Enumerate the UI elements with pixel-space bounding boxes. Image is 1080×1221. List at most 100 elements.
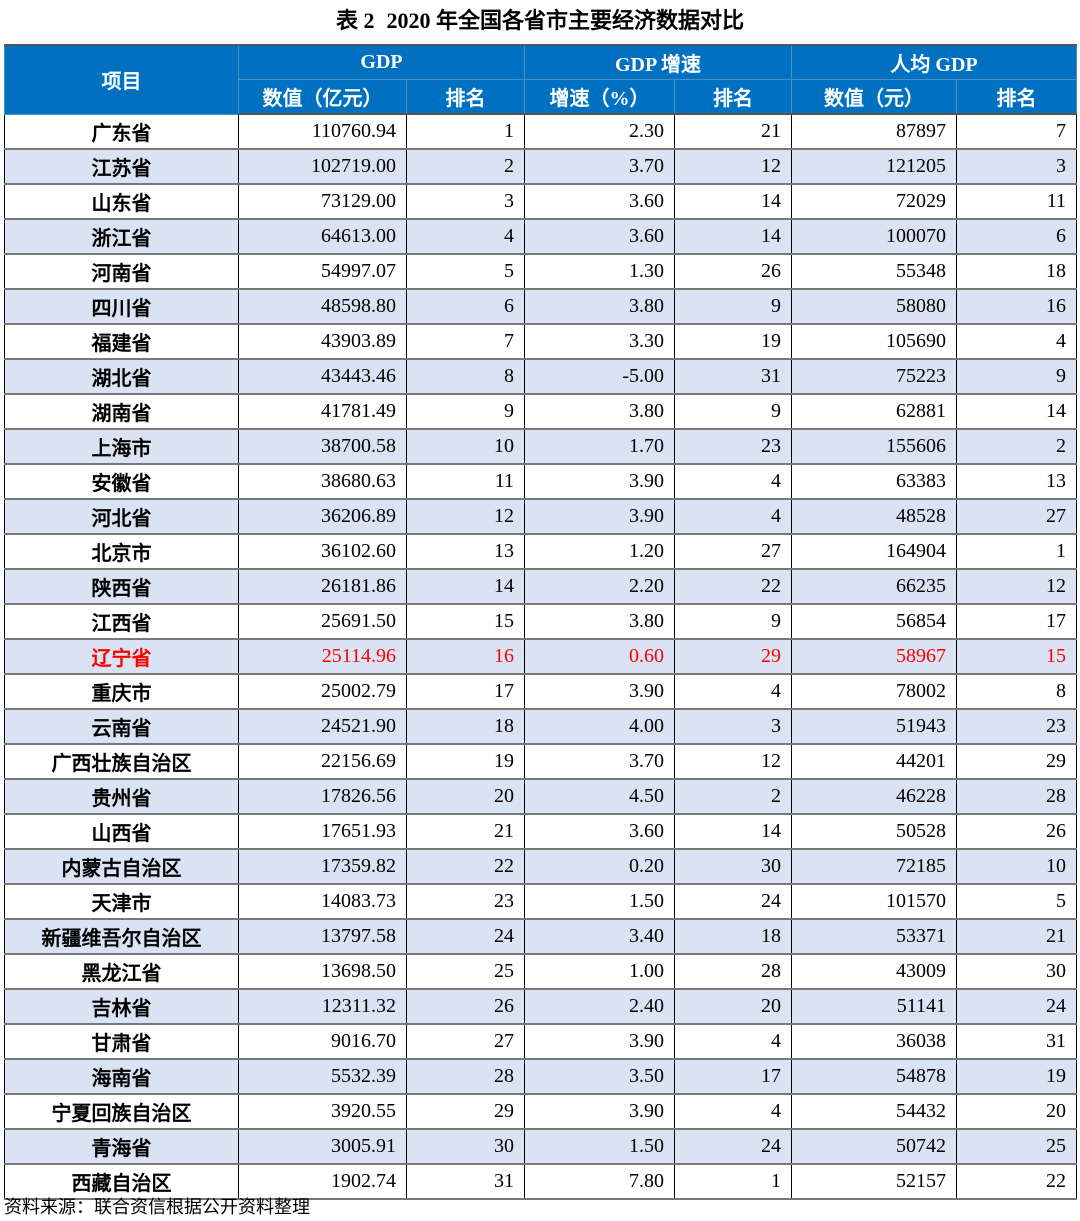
- growth-rank: 12: [674, 744, 792, 779]
- table-row: 贵州省 17826.56 20 4.50 2 46228 28: [4, 779, 1077, 814]
- per-capita-rank: 2: [956, 429, 1077, 464]
- growth-rank: 4: [674, 1024, 792, 1059]
- growth-value: 0.60: [524, 639, 675, 674]
- growth-rank: 30: [674, 849, 792, 884]
- growth-value: 2.20: [524, 569, 675, 604]
- province-name: 江苏省: [4, 149, 239, 184]
- province-name: 云南省: [4, 709, 239, 744]
- province-name: 北京市: [4, 534, 239, 569]
- table-row: 湖北省 43443.46 8 -5.00 31 75223 9: [4, 359, 1077, 394]
- growth-value: 3.90: [524, 1094, 675, 1129]
- gdp-value: 36102.60: [238, 534, 407, 569]
- gdp-rank: 3: [406, 184, 525, 219]
- growth-rank: 24: [674, 884, 792, 919]
- table-title: 表 2 2020 年全国各省市主要经济数据对比: [0, 4, 1080, 38]
- gdp-rank: 5: [406, 254, 525, 289]
- growth-rank: 18: [674, 919, 792, 954]
- per-capita-rank: 9: [956, 359, 1077, 394]
- province-name: 海南省: [4, 1059, 239, 1094]
- per-capita-value: 52157: [791, 1164, 957, 1199]
- growth-rank: 3: [674, 709, 792, 744]
- header-gdp-value: 数值（亿元）: [238, 79, 407, 115]
- table-row: 福建省 43903.89 7 3.30 19 105690 4: [4, 324, 1077, 359]
- per-capita-rank: 5: [956, 884, 1077, 919]
- per-capita-value: 75223: [791, 359, 957, 394]
- growth-value: 1.20: [524, 534, 675, 569]
- gdp-value: 38700.58: [238, 429, 407, 464]
- gdp-rank: 6: [406, 289, 525, 324]
- growth-value: 3.70: [524, 744, 675, 779]
- growth-rank: 24: [674, 1129, 792, 1164]
- province-name: 甘肃省: [4, 1024, 239, 1059]
- per-capita-value: 51141: [791, 989, 957, 1024]
- header-item: 项目: [4, 44, 239, 115]
- per-capita-value: 43009: [791, 954, 957, 989]
- gdp-value: 14083.73: [238, 884, 407, 919]
- growth-value: 3.80: [524, 604, 675, 639]
- gdp-value: 64613.00: [238, 219, 407, 254]
- growth-value: -5.00: [524, 359, 675, 394]
- table-row: 江西省 25691.50 15 3.80 9 56854 17: [4, 604, 1077, 639]
- growth-value: 2.30: [524, 114, 675, 149]
- per-capita-rank: 6: [956, 219, 1077, 254]
- growth-rank: 31: [674, 359, 792, 394]
- gdp-rank: 2: [406, 149, 525, 184]
- gdp-rank: 8: [406, 359, 525, 394]
- growth-rank: 4: [674, 464, 792, 499]
- header-gdp-growth: GDP 增速: [524, 44, 792, 80]
- province-name: 内蒙古自治区: [4, 849, 239, 884]
- gdp-rank: 12: [406, 499, 525, 534]
- per-capita-value: 58967: [791, 639, 957, 674]
- per-capita-rank: 22: [956, 1164, 1077, 1199]
- province-name: 新疆维吾尔自治区: [4, 919, 239, 954]
- per-capita-rank: 29: [956, 744, 1077, 779]
- growth-rank: 23: [674, 429, 792, 464]
- source-note: 资料来源：联合资信根据公开资料整理: [4, 1197, 310, 1217]
- growth-value: 3.80: [524, 289, 675, 324]
- province-name: 黑龙江省: [4, 954, 239, 989]
- table-row: 湖南省 41781.49 9 3.80 9 62881 14: [4, 394, 1077, 429]
- province-name: 江西省: [4, 604, 239, 639]
- gdp-rank: 7: [406, 324, 525, 359]
- gdp-value: 102719.00: [238, 149, 407, 184]
- gdp-value: 17651.93: [238, 814, 407, 849]
- growth-rank: 17: [674, 1059, 792, 1094]
- province-name: 山东省: [4, 184, 239, 219]
- table-caption: 2020 年全国各省市主要经济数据对比: [386, 8, 745, 33]
- growth-rank: 9: [674, 394, 792, 429]
- province-name: 河南省: [4, 254, 239, 289]
- growth-rank: 4: [674, 499, 792, 534]
- per-capita-rank: 18: [956, 254, 1077, 289]
- per-capita-value: 62881: [791, 394, 957, 429]
- table-row: 内蒙古自治区 17359.82 22 0.20 30 72185 10: [4, 849, 1077, 884]
- growth-value: 3.60: [524, 184, 675, 219]
- growth-value: 1.00: [524, 954, 675, 989]
- growth-rank: 4: [674, 674, 792, 709]
- gdp-rank: 11: [406, 464, 525, 499]
- province-name: 湖南省: [4, 394, 239, 429]
- growth-value: 3.60: [524, 219, 675, 254]
- gdp-value: 12311.32: [238, 989, 407, 1024]
- per-capita-value: 121205: [791, 149, 957, 184]
- gdp-rank: 28: [406, 1059, 525, 1094]
- province-name: 上海市: [4, 429, 239, 464]
- per-capita-value: 55348: [791, 254, 957, 289]
- gdp-value: 5532.39: [238, 1059, 407, 1094]
- gdp-value: 3920.55: [238, 1094, 407, 1129]
- growth-value: 3.90: [524, 464, 675, 499]
- per-capita-rank: 21: [956, 919, 1077, 954]
- gdp-rank: 15: [406, 604, 525, 639]
- growth-rank: 12: [674, 149, 792, 184]
- economic-data-table: 项目 GDP GDP 增速 人均 GDP 数值（亿元） 排名 增速（%） 排名 …: [4, 44, 1077, 1200]
- table-row: 宁夏回族自治区 3920.55 29 3.90 4 54432 20: [4, 1094, 1077, 1129]
- table-row: 浙江省 64613.00 4 3.60 14 100070 6: [4, 219, 1077, 254]
- province-name: 辽宁省: [4, 639, 239, 674]
- province-name: 安徽省: [4, 464, 239, 499]
- growth-rank: 28: [674, 954, 792, 989]
- growth-rank: 4: [674, 1094, 792, 1129]
- gdp-rank: 16: [406, 639, 525, 674]
- per-capita-rank: 27: [956, 499, 1077, 534]
- table-row: 新疆维吾尔自治区 13797.58 24 3.40 18 53371 21: [4, 919, 1077, 954]
- per-capita-value: 164904: [791, 534, 957, 569]
- per-capita-value: 36038: [791, 1024, 957, 1059]
